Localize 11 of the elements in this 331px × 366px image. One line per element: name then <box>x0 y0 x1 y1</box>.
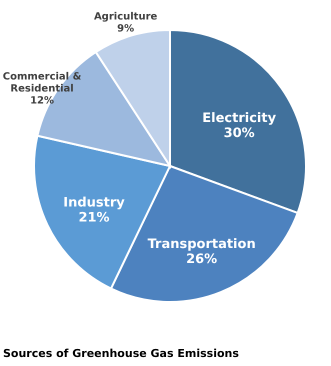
slice-label: Industry <box>63 196 126 211</box>
data-label: 21% <box>78 210 110 226</box>
slice-label: Commercial & Residential <box>2 72 82 95</box>
data-label: 30% <box>224 126 255 141</box>
slice-label: Agriculture <box>94 11 158 22</box>
data-label: 26% <box>186 252 218 268</box>
data-label: 12% <box>30 96 54 107</box>
slice-label: Electricity <box>202 110 277 126</box>
data-label: 9% <box>117 23 134 34</box>
slice-label: Transportation <box>148 237 256 252</box>
text: Sources of Greenhouse Gas Emissions <box>3 347 240 360</box>
